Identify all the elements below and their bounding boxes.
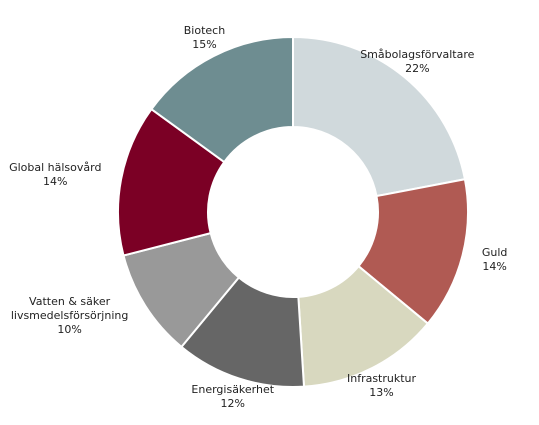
value-label: 22% — [405, 61, 430, 75]
slice-label: Guld 14% — [482, 246, 508, 274]
value-label: 13% — [369, 385, 394, 399]
category-label: Guld — [481, 246, 508, 260]
value-label: 12% — [220, 397, 245, 411]
category-label: Biotech — [183, 24, 226, 38]
slice — [292, 35, 467, 198]
category-label: Global hälsovård — [9, 161, 102, 175]
category-label: Infrastruktur — [346, 371, 417, 385]
slice-label: Global hälsovård 14% — [9, 161, 101, 189]
category-label: Energisäkerhet — [191, 383, 275, 397]
category-label: Vatten & säker livsmedelsförsörjning — [10, 295, 129, 323]
slice-label: Vatten & säker livsmedelsförsörjning 10% — [11, 295, 129, 337]
value-label: 15% — [192, 38, 217, 52]
slice-label: Energisäkerhet 12% — [191, 383, 274, 411]
value-label: 14% — [43, 175, 68, 189]
slice — [150, 35, 294, 164]
value-label: 10% — [57, 323, 82, 337]
value-label: 14% — [482, 260, 507, 274]
slice-label: Infrastruktur 13% — [347, 372, 416, 400]
slice-label: Biotech 15% — [184, 24, 225, 52]
slice-label: Småbolagsförvaltare 22% — [360, 48, 474, 76]
category-label: Småbolagsförvaltare — [360, 47, 475, 61]
